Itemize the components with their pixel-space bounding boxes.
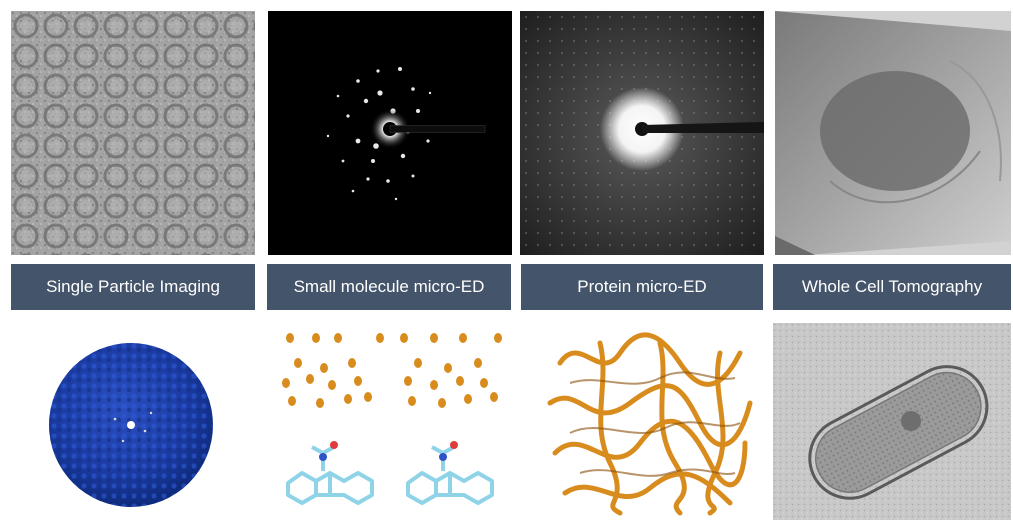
label-single-particle-imaging: Single Particle Imaging xyxy=(11,264,255,310)
molecule-packing-and-structure xyxy=(268,323,512,520)
single-particle-micrograph xyxy=(11,11,255,255)
atom-lattice xyxy=(282,333,502,408)
protein-ribbon-structure xyxy=(540,323,760,520)
virus-density-map xyxy=(11,323,255,520)
molecule-stick-1 xyxy=(286,445,374,505)
label-whole-cell-tomography: Whole Cell Tomography xyxy=(773,264,1011,310)
protein-diffraction-pattern xyxy=(520,11,764,255)
label-protein-micro-ed: Protein micro-ED xyxy=(521,264,763,310)
label-small-molecule-micro-ed: Small molecule micro-ED xyxy=(267,264,511,310)
whole-cell-tomogram-slice xyxy=(775,11,1011,255)
small-molecule-diffraction-pattern xyxy=(268,11,512,255)
molecule-stick-2 xyxy=(406,445,494,505)
whole-cell-cryo-tomogram xyxy=(773,323,1011,520)
